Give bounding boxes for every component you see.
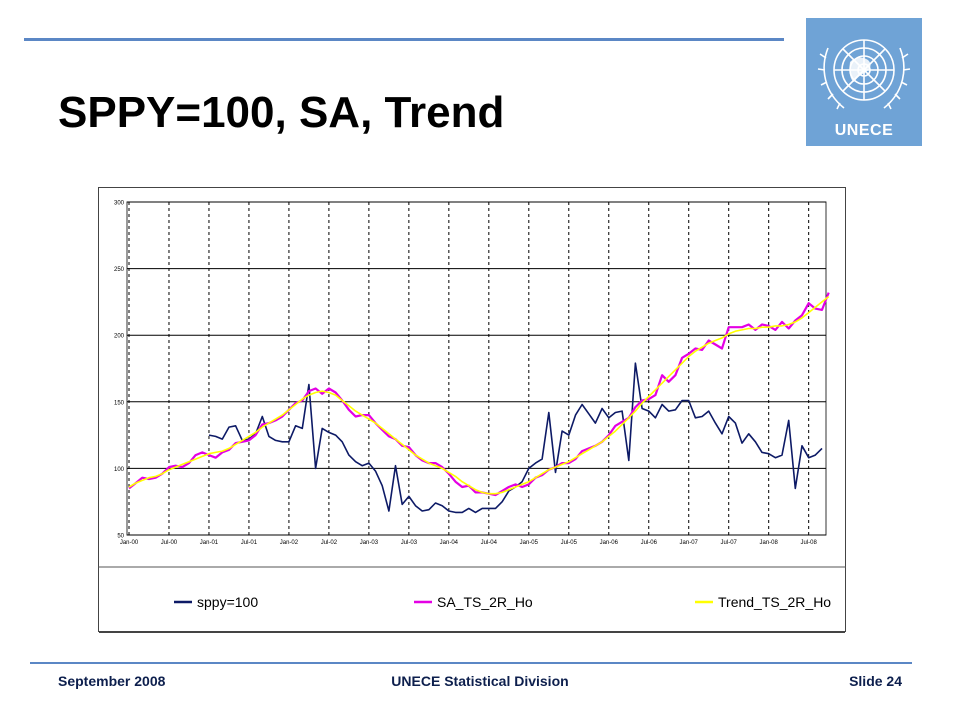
x-tick-label: Jul-04 [481, 540, 498, 546]
y-tick-label: 300 [114, 201, 125, 207]
x-tick-label: Jul-03 [401, 540, 418, 546]
bottom-rule [30, 662, 912, 664]
line-chart: 50 100 150 200 250 300 Jan-00 Jul-00 Jan-01 Jul-… [98, 187, 846, 633]
footer-slide-number: Slide 24 [849, 673, 902, 689]
y-tick-label: 50 [117, 534, 124, 540]
series-line-trend-ts-2r-ho [128, 295, 830, 495]
slide-title: SPPY=100, SA, Trend [58, 88, 505, 137]
legend-label: Trend_TS_2R_Ho [718, 594, 831, 610]
x-tick-label: Jul-01 [241, 540, 258, 546]
x-tick-label: Jul-05 [561, 540, 578, 546]
x-tick-label: Jan-04 [440, 540, 459, 546]
x-tick-label: Jan-03 [360, 540, 379, 546]
y-tick-label: 250 [114, 267, 125, 273]
y-tick-label: 150 [114, 400, 125, 406]
y-tick-label: 200 [114, 334, 125, 340]
y-tick-label: 100 [114, 467, 125, 473]
x-tick-label: Jul-02 [321, 540, 338, 546]
un-emblem-icon [817, 39, 911, 110]
x-tick-label: Jan-06 [600, 540, 619, 546]
plot-area [126, 201, 827, 536]
x-tick-label: Jan-07 [680, 540, 699, 546]
unece-logo: UNECE [806, 18, 922, 146]
x-tick-label: Jul-08 [801, 540, 818, 546]
footer-organization: UNECE Statistical Division [391, 673, 569, 689]
legend-label: SA_TS_2R_Ho [437, 594, 533, 610]
legend-label: sppy=100 [197, 594, 258, 610]
top-rule [24, 38, 784, 41]
x-tick-label: Jan-01 [200, 540, 219, 546]
x-tick-label: Jan-08 [760, 540, 779, 546]
x-tick-label: Jan-02 [280, 540, 299, 546]
x-tick-label: Jan-05 [520, 540, 539, 546]
x-tick-label: Jul-07 [721, 540, 738, 546]
x-tick-label: Jul-06 [641, 540, 658, 546]
logo-text: UNECE [834, 122, 894, 139]
footer-date: September 2008 [58, 673, 166, 689]
x-tick-label: Jul-00 [161, 540, 178, 546]
x-tick-label: Jan-00 [120, 540, 139, 546]
